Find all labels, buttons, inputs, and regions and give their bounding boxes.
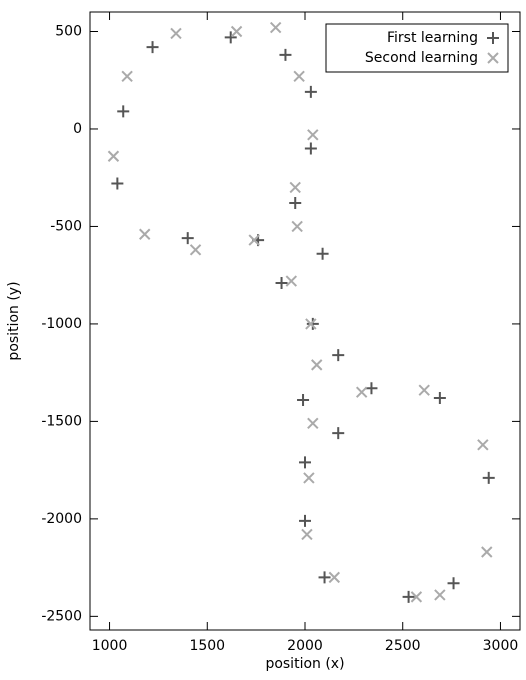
point	[316, 247, 329, 260]
point	[299, 514, 311, 527]
point	[224, 31, 237, 44]
point	[293, 70, 305, 83]
point	[332, 427, 345, 440]
point	[304, 85, 317, 98]
legend-box	[325, 23, 509, 73]
point	[418, 384, 430, 396]
point	[297, 393, 310, 406]
legend-marker	[487, 52, 499, 64]
y-tick-label: 500	[55, 23, 82, 39]
point	[230, 25, 243, 38]
point	[181, 232, 194, 245]
point	[402, 590, 415, 603]
point	[289, 197, 302, 210]
point	[269, 21, 282, 34]
point	[307, 129, 319, 141]
point	[332, 349, 345, 362]
x-tick-label: 2500	[385, 638, 421, 654]
point	[410, 591, 423, 603]
legend-label: Second learning	[365, 50, 478, 66]
point	[275, 276, 288, 289]
point	[170, 27, 182, 40]
point	[482, 471, 495, 484]
point	[311, 359, 323, 371]
point	[189, 244, 202, 256]
point	[447, 577, 460, 590]
point	[304, 142, 317, 155]
y-tick-label: -2000	[41, 511, 82, 527]
point	[477, 439, 489, 451]
point	[111, 177, 124, 190]
point	[433, 392, 446, 405]
legend-marker	[487, 32, 499, 44]
x-tick-label: 3000	[483, 638, 519, 654]
point	[117, 105, 130, 118]
point	[306, 317, 319, 330]
point	[481, 546, 493, 558]
point	[328, 571, 341, 584]
point	[139, 228, 151, 240]
y-tick-label: -500	[50, 218, 82, 234]
x-axis-label: position (x)	[265, 656, 344, 672]
point	[291, 220, 303, 233]
y-axis-label: position (y)	[6, 281, 22, 360]
y-tick-label: -1500	[41, 413, 82, 429]
x-tick-label: 1000	[92, 638, 128, 654]
point	[355, 386, 368, 398]
y-tick-label: 0	[73, 121, 82, 137]
y-tick-label: -2500	[41, 608, 82, 624]
point	[303, 472, 315, 484]
point	[146, 41, 159, 54]
x-tick-label: 1500	[189, 638, 225, 654]
point	[307, 417, 319, 430]
point	[248, 234, 260, 246]
point	[305, 318, 317, 330]
point	[107, 150, 120, 162]
x-tick-label: 2000	[287, 638, 323, 654]
point	[434, 589, 446, 601]
point	[121, 70, 133, 83]
legend-label: First learning	[387, 30, 478, 46]
point	[301, 528, 313, 541]
point	[299, 456, 311, 469]
point	[365, 382, 378, 395]
point	[285, 275, 298, 287]
point	[279, 48, 292, 61]
point	[289, 181, 301, 194]
y-tick-label: -1000	[41, 316, 82, 332]
point	[318, 571, 331, 584]
